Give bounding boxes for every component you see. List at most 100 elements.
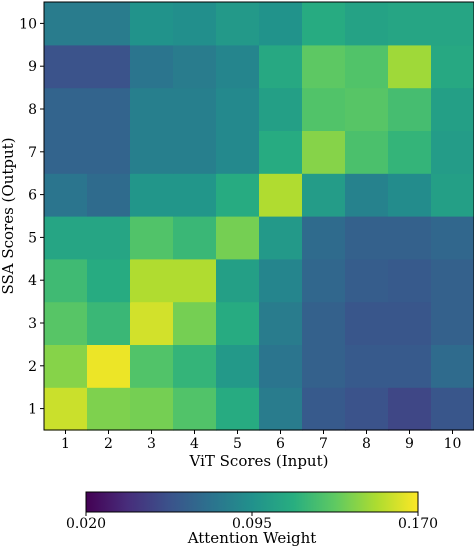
heatmap-cell-r10-c6 <box>259 2 303 46</box>
heatmap-cell-r4-c7 <box>302 258 346 303</box>
heatmap-cell-r6-c7 <box>302 173 346 217</box>
heatmap-cell-r4-c9 <box>388 258 432 303</box>
heatmap-cell-r10-c3 <box>130 2 174 46</box>
x-tick-label: 2 <box>104 436 113 452</box>
y-tick-label: 7 <box>28 145 37 161</box>
heatmap-cell-r9-c2 <box>87 44 131 89</box>
heatmap-cell-r6-c4 <box>173 173 217 217</box>
heatmap-cell-r5-c6 <box>259 216 303 260</box>
heatmap-cell-r7-c10 <box>431 130 474 174</box>
x-tick-label: 4 <box>190 436 199 452</box>
heatmap-cell-r3-c3 <box>130 301 174 345</box>
heatmap-cell-r1-c5 <box>216 387 260 431</box>
y-tick-label: 1 <box>28 402 37 418</box>
y-tick-label: 4 <box>28 273 37 289</box>
heatmap-cell-r8-c3 <box>130 87 174 131</box>
heatmap-cell-r3-c1 <box>44 301 88 345</box>
heatmap-cell-r3-c6 <box>259 301 303 345</box>
y-tick-label: 6 <box>28 188 37 204</box>
y-tick-label: 8 <box>28 102 37 118</box>
y-tick-label: 3 <box>28 316 37 332</box>
heatmap-cell-r1-c4 <box>173 387 217 431</box>
heatmap-cell-r5-c10 <box>431 216 474 260</box>
x-tick-label: 8 <box>362 436 371 452</box>
x-tick-label: 3 <box>147 436 156 452</box>
heatmap-cell-r1-c1 <box>44 387 88 431</box>
heatmap-cell-r3-c7 <box>302 301 346 345</box>
heatmap-cell-r1-c6 <box>259 387 303 431</box>
heatmap-cell-r3-c5 <box>216 301 260 345</box>
heatmap-cell-r2-c7 <box>302 344 346 388</box>
heatmap-cell-r1-c9 <box>388 387 432 431</box>
heatmap-cell-r6-c9 <box>388 173 432 217</box>
y-tick-label: 10 <box>19 16 37 32</box>
heatmap-cell-r2-c2 <box>87 344 131 388</box>
heatmap-cell-r3-c8 <box>345 301 389 345</box>
heatmap-cell-r4-c4 <box>173 258 217 303</box>
heatmap-cell-r1-c10 <box>431 387 474 431</box>
heatmap-cell-r5-c7 <box>302 216 346 260</box>
heatmap-cell-r2-c3 <box>130 344 174 388</box>
heatmap-cell-r7-c5 <box>216 130 260 174</box>
colorbar-tick-label: 0.170 <box>398 516 438 532</box>
heatmap-cell-r9-c5 <box>216 44 260 89</box>
heatmap-cell-r7-c6 <box>259 130 303 174</box>
colorbar-gradient <box>85 491 419 513</box>
heatmap-cell-r9-c7 <box>302 44 346 89</box>
x-tick-label: 6 <box>276 436 285 452</box>
heatmap-cell-r6-c2 <box>87 173 131 217</box>
heatmap-cell-r10-c2 <box>87 2 131 46</box>
heatmap-cell-r9-c9 <box>388 44 432 89</box>
heatmap-cell-r5-c4 <box>173 216 217 260</box>
heatmap-cell-r4-c1 <box>44 258 88 303</box>
heatmap-cell-r8-c5 <box>216 87 260 131</box>
heatmap-cell-r9-c1 <box>44 44 88 89</box>
heatmap-cell-r9-c4 <box>173 44 217 89</box>
heatmap-cell-r6-c10 <box>431 173 474 217</box>
x-tick-label: 7 <box>319 436 328 452</box>
heatmap-cell-r3-c10 <box>431 301 474 345</box>
x-tick-label: 1 <box>61 436 70 452</box>
heatmap-cell-r7-c2 <box>87 130 131 174</box>
heatmap-cell-r10-c5 <box>216 2 260 46</box>
colorbar: 0.020 0.095 0.170 Attention Weight <box>66 491 438 546</box>
heatmap-cell-r5-c1 <box>44 216 88 260</box>
heatmap-cell-r8-c6 <box>259 87 303 131</box>
y-tick-label: 5 <box>28 230 37 246</box>
heatmap-cell-r10-c10 <box>431 2 474 46</box>
colorbar-label: Attention Weight <box>187 529 317 546</box>
heatmap-cell-r8-c2 <box>87 87 131 131</box>
heatmap-cell-r5-c3 <box>130 216 174 260</box>
heatmap-cell-r9-c8 <box>345 44 389 89</box>
y-axis-ticks: 1 2 3 4 5 6 7 8 9 10 <box>19 16 44 418</box>
heatmap-cell-r7-c3 <box>130 130 174 174</box>
heatmap-cell-r2-c8 <box>345 344 389 388</box>
y-tick-label: 2 <box>28 359 37 375</box>
heatmap-cell-r4-c2 <box>87 258 131 303</box>
heatmap-cell-r8-c10 <box>431 87 474 131</box>
heatmap-cell-r9-c3 <box>130 44 174 89</box>
heatmap-cell-r10-c8 <box>345 2 389 46</box>
heatmap-cell-r8-c1 <box>44 87 88 131</box>
plot-frame <box>43 1 474 431</box>
heatmap-cell-r8-c8 <box>345 87 389 131</box>
heatmap-cell-r2-c5 <box>216 344 260 388</box>
heatmap-cell-r7-c4 <box>173 130 217 174</box>
heatmap-cell-r7-c1 <box>44 130 88 174</box>
x-axis-ticks: 1 2 3 4 5 6 7 8 9 10 <box>61 430 461 452</box>
heatmap-cell-r5-c9 <box>388 216 432 260</box>
heatmap-cell-r6-c8 <box>345 173 389 217</box>
heatmap-cell-r10-c9 <box>388 2 432 46</box>
heatmap-cell-r2-c4 <box>173 344 217 388</box>
heatmap-cell-r4-c5 <box>216 258 260 303</box>
heatmap-cell-r3-c4 <box>173 301 217 345</box>
heatmap-cell-r5-c8 <box>345 216 389 260</box>
colorbar-tick-label: 0.020 <box>66 516 106 532</box>
x-tick-label: 10 <box>444 436 462 452</box>
heatmap-cell-r1-c2 <box>87 387 131 431</box>
heatmap-cell-r6-c5 <box>216 173 260 217</box>
heatmap-cell-r6-c6 <box>259 173 303 217</box>
heatmap-cell-r7-c7 <box>302 130 346 174</box>
heatmap-cell-r10-c4 <box>173 2 217 46</box>
